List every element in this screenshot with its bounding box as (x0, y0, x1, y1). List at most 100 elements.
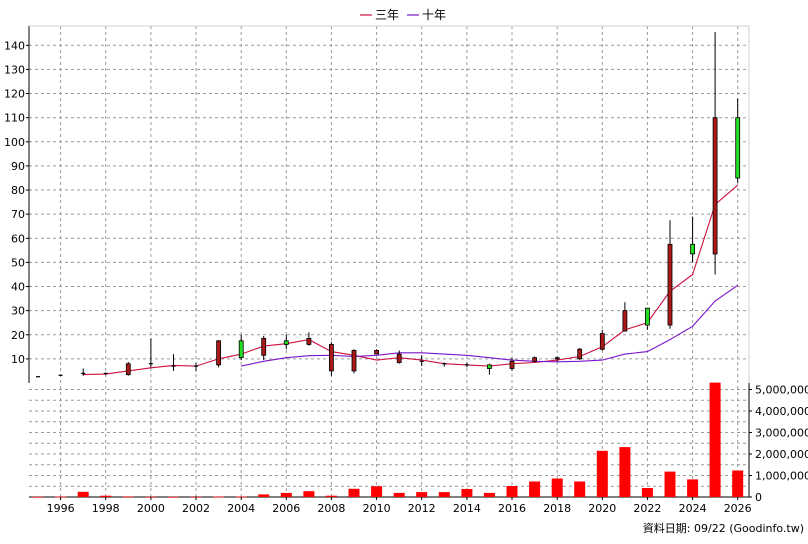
x-tick-label: 2024 (679, 502, 707, 515)
candle (103, 372, 108, 375)
volume-bar (596, 450, 608, 497)
volume-bar (709, 382, 721, 497)
moving-average-line (83, 184, 739, 376)
candle (148, 338, 153, 368)
volume-tick-label: 0 (755, 491, 762, 504)
x-tick-label: 2006 (272, 502, 300, 515)
volume-bar (416, 492, 428, 497)
candle-body (125, 363, 131, 376)
candle-body (486, 364, 492, 369)
price-tick-label: 120 (4, 88, 25, 101)
data-date-credit: 資料日期: 09/22 (Goodinfo.tw) (643, 521, 804, 535)
candle (577, 348, 583, 361)
candle-body (328, 343, 334, 372)
candle (374, 349, 380, 355)
candle-body (509, 360, 515, 369)
volume-bar (213, 496, 225, 498)
volume-bar (529, 481, 541, 497)
volume-bar (732, 470, 744, 497)
price-tick-label: 80 (11, 184, 25, 197)
candle (36, 376, 40, 378)
candle-body (283, 340, 289, 345)
x-tick-label: 2008 (317, 502, 345, 515)
candle (396, 350, 402, 364)
x-tick-label: 2004 (227, 502, 255, 515)
candle-body (216, 340, 222, 366)
candle (486, 363, 492, 375)
price-tick-label: 20 (11, 329, 25, 342)
volume-bar (664, 471, 676, 497)
volume-bar (371, 486, 383, 497)
price-tick-label: 90 (11, 160, 25, 173)
tick-labels: 10 20 30 40 50 60 70 80 90 100 110 120 130 140 0 1,000,… (4, 39, 808, 515)
volume-bar (641, 488, 653, 497)
axes-layer (28, 25, 750, 498)
candle-body (374, 349, 380, 355)
price-tick-label: 100 (4, 136, 25, 149)
volume-tick-label: 3,000,000 (755, 427, 808, 440)
volume-bar (122, 496, 134, 498)
volume-bar (438, 492, 450, 497)
volume-bar (551, 478, 563, 497)
x-tick-label: 2012 (408, 502, 436, 515)
candle-body (306, 337, 312, 345)
moving-average-line (241, 284, 739, 367)
candle (442, 362, 447, 367)
candle-body (554, 357, 560, 360)
candle-body (690, 243, 695, 255)
volume-tick-label: 5,000,000 (755, 384, 808, 397)
price-tick-label: 60 (11, 232, 25, 245)
x-tick-label: 2018 (543, 502, 571, 515)
candle (58, 374, 63, 376)
x-tick-label: 2020 (588, 502, 616, 515)
volume-bar (303, 491, 315, 497)
candle-body (645, 307, 650, 326)
candle (667, 220, 673, 329)
candle (599, 329, 605, 351)
x-tick-label: 2010 (363, 502, 391, 515)
candle (306, 332, 312, 346)
candle (171, 354, 176, 371)
candle (735, 98, 741, 183)
candle (351, 349, 357, 374)
volume-bar (280, 492, 292, 497)
moving-average-lines (83, 184, 739, 376)
candle (283, 334, 289, 350)
volume-bar (461, 489, 473, 497)
volume-tick-label: 1,000,000 (755, 470, 808, 483)
volume-bar (687, 479, 699, 497)
candle (194, 363, 198, 372)
volume-bar (168, 496, 179, 498)
candle-body (532, 357, 537, 362)
candle (125, 362, 131, 376)
candle-body (396, 353, 402, 363)
x-tick-label: 2000 (137, 502, 165, 515)
volume-tick-label: 2,000,000 (755, 448, 808, 461)
candle-body (622, 310, 628, 332)
candle-body (599, 333, 605, 350)
x-tick-label: 1998 (92, 502, 120, 515)
volume-bar (574, 481, 586, 497)
volume-tick-label: 4,000,000 (755, 405, 808, 418)
x-tick-label: 2002 (182, 502, 210, 515)
volume-bar (483, 492, 495, 497)
legend-label-ten-year: 十年 (422, 8, 446, 22)
volume-bar (325, 495, 337, 497)
price-tick-label: 30 (11, 305, 25, 318)
candle (532, 356, 537, 363)
candle-body (351, 349, 357, 372)
price-tick-label: 140 (4, 39, 25, 52)
price-tick-label: 40 (11, 281, 25, 294)
price-tick-label: 130 (4, 63, 25, 76)
volume-bar (258, 494, 270, 497)
x-tick-label: 1996 (47, 502, 75, 515)
x-tick-label: 2016 (498, 502, 526, 515)
candle-body (712, 117, 718, 255)
price-tick-label: 10 (11, 353, 25, 366)
volume-bar (619, 447, 631, 497)
volume-bar (100, 495, 112, 497)
volume-bar (77, 491, 89, 497)
candle (81, 368, 86, 376)
candlesticks (36, 32, 741, 378)
